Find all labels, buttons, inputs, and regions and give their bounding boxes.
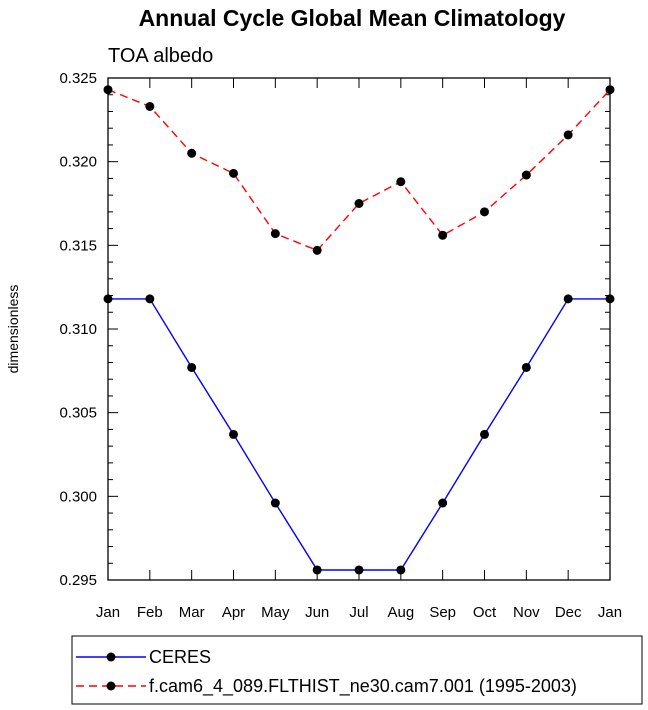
x-tick-label: Jan [598, 604, 622, 621]
series-line-1 [107, 89, 611, 252]
plot-frame [107, 77, 611, 581]
y-tick-label: 0.295 [59, 572, 97, 589]
legend-label-1: f.cam6_4_089.FLTHIST_ne30.cam7.001 (1995… [149, 676, 577, 697]
x-tick-label: Apr [222, 604, 245, 621]
data-point [563, 130, 573, 140]
data-point [103, 294, 113, 304]
x-tick-label: May [261, 604, 290, 621]
chart-subtitle: TOA albedo [108, 45, 213, 67]
data-point [270, 229, 280, 239]
x-tick-label: Jul [349, 604, 368, 621]
series-line-0 [108, 298, 610, 571]
data-point [521, 362, 531, 372]
data-point [480, 207, 489, 217]
data-point [145, 101, 155, 111]
data-point [145, 294, 155, 304]
data-point [396, 177, 406, 187]
data-point [270, 498, 280, 508]
x-tick-label: Sep [429, 604, 456, 621]
x-tick-label: Jun [305, 604, 329, 621]
data-point [396, 565, 406, 575]
data-point [563, 294, 573, 304]
x-tick-label: Dec [555, 604, 582, 621]
data-point [605, 85, 615, 95]
y-tick-label: 0.315 [59, 237, 97, 254]
legend-label-0: CERES [149, 647, 211, 667]
y-tick-label: 0.310 [59, 321, 97, 338]
x-tick-label: Feb [137, 604, 163, 621]
data-point [229, 429, 238, 439]
data-point [187, 362, 197, 372]
y-axis-title: dimensionless [5, 285, 21, 374]
x-tick-label: Aug [387, 604, 414, 621]
legend: CERES f.cam6_4_089.FLTHIST_ne30.cam7.001 … [76, 647, 577, 697]
y-tick-label: 0.325 [59, 70, 97, 87]
legend-box [71, 635, 643, 705]
x-tick-label: Mar [179, 604, 205, 621]
x-axis-labels: Jan Feb Mar Apr May Jun Jul Aug Sep Oct Nov Dec Jan [96, 604, 622, 621]
axis-ticks [107, 77, 611, 581]
chart-title: Annual Cycle Global Mean Climatology [139, 5, 566, 31]
data-point [187, 148, 197, 158]
legend-marker [106, 681, 116, 691]
series-layer [103, 85, 615, 575]
data-point [354, 565, 364, 575]
data-point [521, 170, 531, 180]
data-point [103, 85, 113, 95]
data-point [480, 429, 489, 439]
y-tick-label: 0.320 [59, 154, 97, 171]
x-tick-label: Oct [473, 604, 497, 621]
x-tick-label: Nov [513, 604, 540, 621]
y-tick-label: 0.300 [59, 488, 97, 505]
data-point [229, 168, 238, 178]
data-point [605, 294, 615, 304]
data-point [312, 245, 322, 255]
y-tick-label: 0.305 [59, 405, 97, 422]
data-point [438, 498, 448, 508]
x-tick-label: Jan [96, 604, 120, 621]
data-point [438, 230, 448, 240]
legend-marker [106, 652, 116, 662]
data-point [312, 565, 322, 575]
data-point [354, 199, 364, 208]
y-axis-labels: 0.295 0.300 0.305 0.310 0.315 0.320 0.325 [59, 70, 97, 589]
